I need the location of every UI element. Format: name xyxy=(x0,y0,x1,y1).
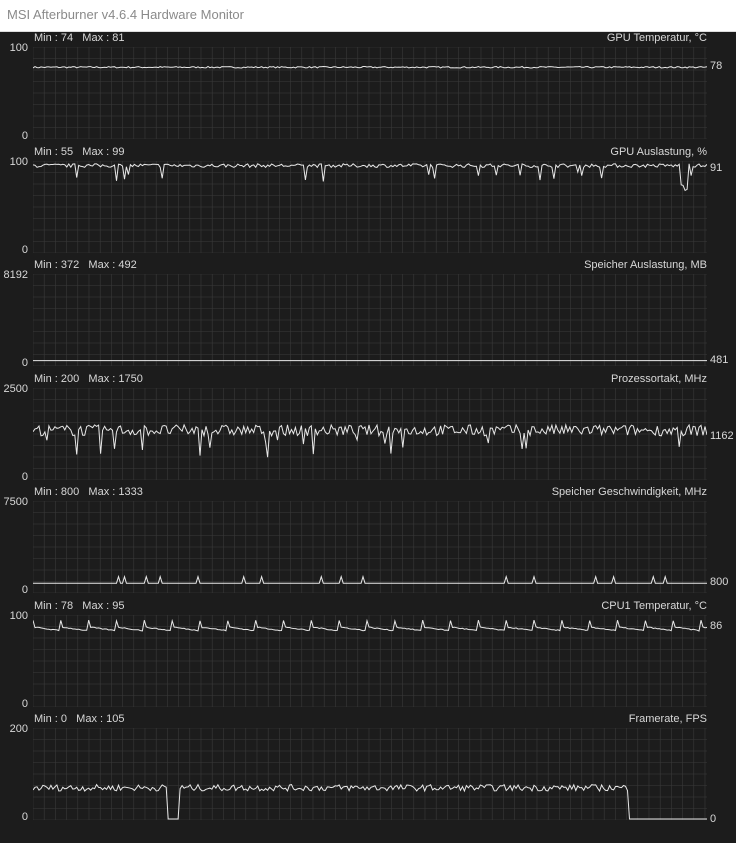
y-min-label: 0 xyxy=(21,811,28,823)
hardware-monitor[interactable]: Min : 74 Max : 81 GPU Temperatur, °C 100 0 7… xyxy=(0,32,736,843)
graph-trace xyxy=(33,618,707,632)
graph-title: Framerate, FPS xyxy=(628,713,707,725)
min-max-label: Min : 55 Max : 99 xyxy=(34,145,125,158)
y-max-label: 100 xyxy=(9,609,28,622)
window-title: MSI Afterburner v4.6.4 Hardware Monitor xyxy=(7,7,244,22)
min-max-label: Min : 0 Max : 105 xyxy=(34,713,125,725)
y-max-label: 100 xyxy=(9,42,28,54)
graph-trace xyxy=(33,162,707,191)
graph-plot xyxy=(33,274,707,366)
y-max-label: 2500 xyxy=(3,382,28,395)
min-max-label: Min : 74 Max : 81 xyxy=(34,32,125,44)
graph-plot xyxy=(33,387,707,480)
grid-lines xyxy=(33,47,707,139)
graph-plot xyxy=(33,614,707,707)
graph-panel[interactable]: Min : 74 Max : 81 GPU Temperatur, °C 100 0 7… xyxy=(0,32,736,145)
graph-title: Speicher Auslastung, MB xyxy=(584,259,707,271)
graph-plot xyxy=(33,501,707,593)
grid-lines xyxy=(33,501,707,593)
grid-lines xyxy=(33,274,707,366)
current-value-label: 800 xyxy=(710,576,729,589)
y-min-label: 0 xyxy=(21,697,28,710)
graph-panel[interactable]: Min : 55 Max : 99 GPU Auslastung, % 100 0 91 xyxy=(0,146,736,259)
grid-lines xyxy=(33,728,707,820)
graph-title: GPU Auslastung, % xyxy=(610,145,707,158)
graph-trace xyxy=(33,65,707,69)
y-min-label: 0 xyxy=(21,584,28,596)
y-min-label: 0 xyxy=(21,130,28,142)
graph-plot xyxy=(33,160,707,253)
current-value-label: 86 xyxy=(710,620,723,633)
current-value-label: 91 xyxy=(710,161,723,174)
graph-trace xyxy=(33,422,707,457)
grid-lines xyxy=(33,614,707,707)
y-max-label: 7500 xyxy=(3,496,28,508)
min-max-label: Min : 800 Max : 1333 xyxy=(34,486,143,498)
current-value-label: 0 xyxy=(710,813,717,825)
graph-plot xyxy=(33,47,707,139)
grid-lines xyxy=(33,160,707,253)
graph-plot xyxy=(33,728,707,820)
graph-title: GPU Temperatur, °C xyxy=(606,32,707,44)
y-min-label: 0 xyxy=(21,470,28,483)
graph-title: CPU1 Temperatur, °C xyxy=(601,599,707,612)
graph-title: Speicher Geschwindigkeit, MHz xyxy=(551,486,707,498)
min-max-label: Min : 78 Max : 95 xyxy=(34,599,125,612)
current-value-label: 481 xyxy=(710,353,729,366)
current-value-label: 78 xyxy=(710,60,723,73)
title-bar: MSI Afterburner v4.6.4 Hardware Monitor xyxy=(0,0,736,32)
y-max-label: 100 xyxy=(9,155,28,168)
y-min-label: 0 xyxy=(21,357,28,369)
graph-panel[interactable]: Min : 372 Max : 492 Speicher Auslastung, … xyxy=(0,259,736,372)
graph-panel[interactable]: Min : 200 Max : 1750 Prozessortakt, MHz 25… xyxy=(0,373,736,486)
y-max-label: 200 xyxy=(9,723,28,735)
min-max-label: Min : 372 Max : 492 xyxy=(34,259,137,271)
current-value-label: 1162 xyxy=(710,429,734,442)
graph-trace xyxy=(33,574,707,584)
graph-panel[interactable]: Min : 78 Max : 95 CPU1 Temperatur, °C 100 0… xyxy=(0,600,736,713)
y-min-label: 0 xyxy=(21,243,28,256)
graph-title: Prozessortakt, MHz xyxy=(611,372,707,385)
graph-panel[interactable]: Min : 0 Max : 105 Framerate, FPS 200 0 0 xyxy=(0,713,736,826)
graph-trace xyxy=(33,783,707,820)
y-max-label: 8192 xyxy=(3,269,28,281)
graph-panel[interactable]: Min : 800 Max : 1333 Speicher Geschwindig… xyxy=(0,486,736,599)
min-max-label: Min : 200 Max : 1750 xyxy=(34,372,143,385)
